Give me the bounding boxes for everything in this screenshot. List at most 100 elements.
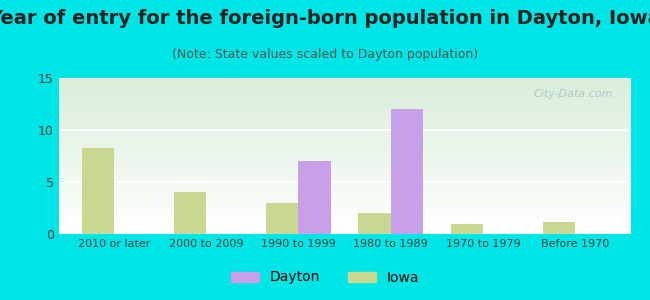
Bar [58, 140, 630, 142]
Bar [58, 165, 630, 167]
Bar [58, 200, 630, 201]
Bar [58, 156, 630, 158]
Bar [58, 137, 630, 139]
Bar [58, 78, 630, 80]
Bar [58, 194, 630, 195]
Bar [58, 118, 630, 120]
Bar [58, 143, 630, 145]
Bar [58, 95, 630, 97]
Bar [58, 80, 630, 81]
Bar [450, 224, 483, 234]
Bar [58, 178, 630, 179]
Bar [58, 134, 630, 136]
Bar [58, 123, 630, 125]
Bar [58, 225, 630, 226]
Bar [58, 81, 630, 83]
Bar [58, 142, 630, 143]
Bar [58, 117, 630, 118]
Bar [58, 204, 630, 206]
Bar [58, 147, 630, 148]
Bar [58, 190, 630, 192]
Bar [58, 159, 630, 161]
Bar [58, 217, 630, 218]
Bar [58, 100, 630, 101]
Bar [58, 226, 630, 228]
Bar [58, 145, 630, 147]
Bar [58, 220, 630, 221]
Bar [543, 221, 575, 234]
Bar [58, 122, 630, 123]
Bar [58, 153, 630, 154]
Bar [58, 125, 630, 126]
Bar [391, 109, 423, 234]
Bar [58, 167, 630, 169]
Bar [58, 83, 630, 84]
Bar [58, 186, 630, 187]
Bar [58, 169, 630, 170]
Bar [58, 114, 630, 116]
Bar [58, 151, 630, 153]
Bar [58, 206, 630, 208]
Bar [58, 189, 630, 190]
Bar [58, 94, 630, 95]
Bar [58, 231, 630, 232]
Bar [58, 209, 630, 211]
Bar [58, 181, 630, 182]
Bar [58, 136, 630, 137]
Bar [58, 184, 630, 186]
Bar [58, 172, 630, 173]
Bar [58, 187, 630, 189]
Bar [58, 164, 630, 165]
Bar [58, 223, 630, 225]
Bar [58, 131, 630, 133]
Bar [58, 182, 630, 184]
Bar [58, 158, 630, 159]
Bar [266, 203, 298, 234]
Bar [58, 214, 630, 215]
Bar [58, 120, 630, 122]
Bar [58, 176, 630, 178]
Bar [58, 229, 630, 231]
Bar [58, 133, 630, 134]
Bar [58, 162, 630, 164]
Text: City-Data.com: City-Data.com [534, 89, 614, 99]
Bar [58, 221, 630, 223]
Bar [58, 150, 630, 151]
Bar [58, 101, 630, 103]
Bar [58, 139, 630, 140]
Bar [58, 109, 630, 111]
Bar [58, 173, 630, 175]
Bar [58, 108, 630, 109]
Bar [58, 111, 630, 112]
Bar [58, 218, 630, 220]
Bar [58, 148, 630, 150]
Bar [58, 203, 630, 204]
Bar [58, 198, 630, 200]
Bar [58, 116, 630, 117]
Bar [58, 211, 630, 212]
Bar [58, 103, 630, 104]
Bar [81, 148, 114, 234]
Bar [58, 112, 630, 114]
Text: (Note: State values scaled to Dayton population): (Note: State values scaled to Dayton pop… [172, 48, 478, 61]
Bar [298, 161, 331, 234]
Bar [58, 126, 630, 128]
Bar [58, 84, 630, 86]
Bar [58, 92, 630, 94]
Bar [58, 179, 630, 181]
Legend: Dayton, Iowa: Dayton, Iowa [226, 265, 424, 290]
Bar [58, 212, 630, 214]
Bar [58, 97, 630, 98]
Bar [58, 170, 630, 172]
Bar [58, 208, 630, 209]
Bar [58, 228, 630, 229]
Text: Year of entry for the foreign-born population in Dayton, Iowa: Year of entry for the foreign-born popul… [0, 9, 650, 28]
Bar [58, 98, 630, 100]
Bar [58, 128, 630, 130]
Bar [58, 130, 630, 131]
Bar [174, 192, 206, 234]
Bar [58, 106, 630, 108]
Bar [358, 213, 391, 234]
Bar [58, 104, 630, 106]
Bar [58, 201, 630, 203]
